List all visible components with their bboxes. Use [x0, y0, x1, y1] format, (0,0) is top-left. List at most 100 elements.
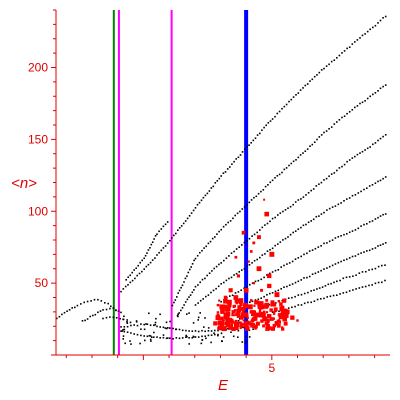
red-point [272, 317, 275, 320]
black-point [248, 264, 251, 266]
black-point [292, 160, 295, 163]
red-point [284, 308, 288, 313]
black-point [151, 336, 153, 338]
black-point [76, 304, 79, 307]
black-point [194, 330, 197, 332]
black-point [279, 241, 282, 243]
black-point [126, 325, 129, 328]
red-point [242, 319, 245, 322]
black-point [213, 267, 215, 270]
black-point [99, 310, 102, 312]
black-point [145, 265, 148, 268]
black-point [207, 327, 210, 329]
black-point [233, 274, 235, 276]
black-point [165, 327, 168, 330]
black-point [159, 313, 161, 316]
black-point [254, 280, 257, 283]
black-point [181, 337, 184, 339]
red-point [266, 326, 271, 330]
black-point [328, 128, 330, 130]
black-point [282, 210, 284, 213]
black-point [290, 98, 293, 101]
black-point [382, 213, 384, 216]
black-point [343, 200, 345, 202]
black-point [180, 225, 183, 227]
black-point [164, 245, 167, 247]
black-point [61, 313, 63, 316]
red-point [238, 298, 244, 303]
red-point [267, 273, 272, 279]
black-point [222, 336, 225, 338]
black-point [384, 213, 387, 215]
black-point [194, 285, 197, 288]
black-point [318, 71, 321, 74]
black-point [180, 286, 182, 289]
black-point [229, 220, 232, 222]
black-point [382, 243, 384, 245]
black-point [206, 274, 208, 277]
black-point [184, 301, 187, 303]
black-point [294, 230, 297, 232]
red-point [251, 318, 255, 322]
red-point [249, 250, 253, 253]
black-point [123, 326, 126, 328]
red-point [260, 288, 263, 292]
black-point [281, 107, 283, 110]
black-point [352, 275, 354, 277]
black-point [303, 253, 305, 256]
black-point [100, 300, 103, 302]
black-point [153, 238, 155, 240]
black-series [56, 15, 387, 345]
black-point [140, 323, 142, 325]
black-point [81, 320, 84, 322]
black-point [271, 311, 274, 313]
black-point [267, 184, 269, 186]
black-point [122, 335, 125, 337]
black-point [294, 305, 296, 308]
black-point [256, 258, 258, 261]
black-point [154, 321, 157, 324]
reference-lines [112, 10, 249, 355]
black-point [136, 274, 138, 277]
black-point [259, 256, 261, 259]
black-point [186, 313, 188, 315]
black-point [366, 30, 369, 33]
black-point [185, 336, 187, 338]
black-point [356, 39, 359, 41]
black-point [297, 156, 300, 159]
black-point [333, 281, 335, 284]
black-point [371, 284, 373, 286]
black-point [234, 292, 237, 294]
black-point [361, 271, 364, 273]
black-point [310, 301, 312, 304]
black-point [337, 203, 340, 206]
black-point [105, 308, 108, 311]
black-point [177, 292, 179, 294]
black-point [343, 115, 346, 117]
black-point [194, 207, 197, 209]
black-point [368, 269, 370, 271]
black-point [331, 239, 334, 241]
black-point [336, 280, 338, 283]
black-point [283, 286, 285, 288]
x-axis-title: E [218, 377, 229, 394]
black-point [186, 217, 189, 220]
black-point [202, 298, 204, 300]
red-point [233, 314, 236, 317]
black-point [336, 294, 338, 296]
red-point [273, 307, 278, 312]
black-point [271, 271, 274, 273]
red-point [233, 309, 237, 312]
black-point [231, 163, 233, 165]
black-point [192, 335, 195, 338]
black-point [172, 338, 174, 340]
red-point [220, 316, 224, 321]
black-point [131, 271, 133, 274]
black-point [84, 319, 86, 322]
red-point [239, 326, 242, 329]
red-point [243, 303, 248, 309]
black-point [183, 304, 185, 306]
black-point [248, 144, 250, 146]
black-point [330, 60, 333, 63]
black-point [307, 192, 310, 194]
